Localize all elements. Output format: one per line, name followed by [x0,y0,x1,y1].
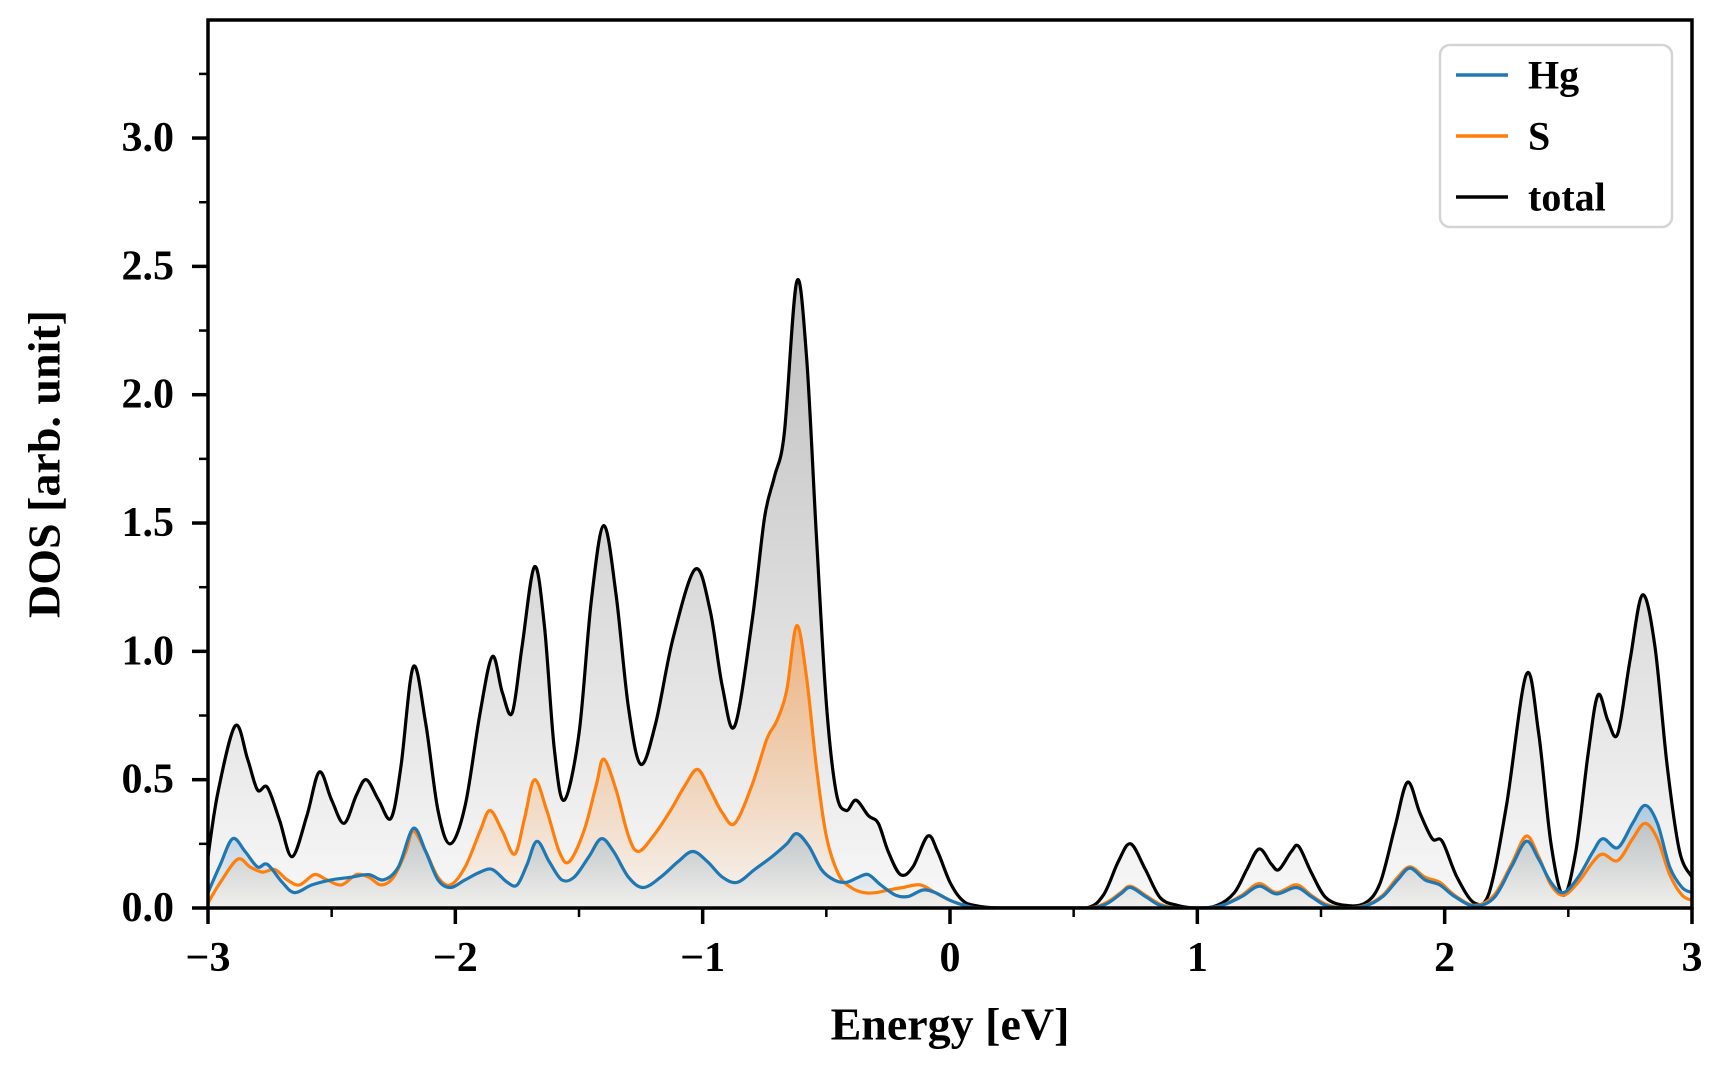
y-tick-label: 2.5 [122,243,175,289]
legend-item-total: total [1456,175,1606,220]
x-tick-label: 1 [1187,935,1208,981]
legend-label-total: total [1528,175,1606,220]
legend-label-hg: Hg [1528,53,1579,98]
y-tick-label: 1.5 [122,500,175,546]
y-axis-label: DOS [arb. unit] [19,310,70,618]
y-tick-label: 0.0 [122,885,175,931]
y-tick-label: 0.5 [122,757,175,803]
series-layer [208,278,1692,908]
y-tick-label: 1.0 [122,628,175,674]
legend: Hg S total [1438,43,1674,229]
legend-item-hg: Hg [1456,53,1579,98]
x-axis-label: Energy [eV] [831,999,1070,1050]
series-line-total [208,278,1692,908]
x-tick-label: −1 [680,935,725,981]
legend-item-s: S [1456,114,1550,159]
x-tick-label: −3 [186,935,231,981]
x-tick-label: 0 [940,935,961,981]
y-tick-label: 2.0 [122,372,175,418]
series-fill-hg [208,805,1692,908]
legend-label-s: S [1528,114,1550,159]
series-line-hg [208,803,1692,908]
tick-labels-layer: −3 −2 −1 0 1 2 3 0.0 0.5 1.0 1.5 2.0 2.5 3.0 [122,115,1703,981]
legend-box [1438,43,1674,229]
x-tick-label: 2 [1434,935,1455,981]
x-tick-label: −2 [433,935,478,981]
series-fill-total [208,279,1692,908]
ticks-layer [192,72,1694,924]
x-tick-label: 3 [1682,935,1703,981]
y-tick-label: 3.0 [122,115,175,161]
